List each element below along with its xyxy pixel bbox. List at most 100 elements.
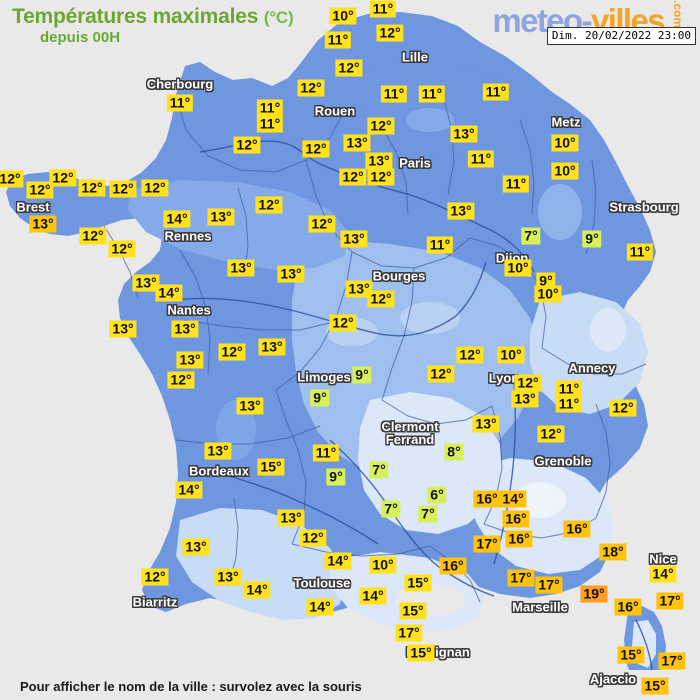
temperature-chip[interactable]: 11° xyxy=(256,99,284,117)
temperature-chip[interactable]: 16° xyxy=(614,598,642,616)
temperature-chip[interactable]: 11° xyxy=(312,444,340,462)
temperature-chip[interactable]: 13° xyxy=(227,259,255,277)
temperature-chip[interactable]: 15° xyxy=(404,574,432,592)
temperature-chip[interactable]: 9° xyxy=(352,366,372,384)
temperature-chip[interactable]: 14° xyxy=(359,587,387,605)
temperature-chip[interactable]: 6° xyxy=(427,486,447,504)
temperature-chip[interactable]: 13° xyxy=(277,509,305,527)
temperature-chip[interactable]: 10° xyxy=(369,556,397,574)
temperature-chip[interactable]: 11° xyxy=(380,85,408,103)
temperature-chip[interactable]: 13° xyxy=(447,202,475,220)
temperature-chip[interactable]: 11° xyxy=(626,243,654,261)
temperature-chip[interactable]: 11° xyxy=(426,236,454,254)
temperature-chip[interactable]: 12° xyxy=(141,179,169,197)
temperature-chip[interactable]: 14° xyxy=(175,481,203,499)
temperature-chip[interactable]: 18° xyxy=(599,543,627,561)
temperature-chip[interactable]: 8° xyxy=(444,443,464,461)
temperature-chip[interactable]: 17° xyxy=(535,576,563,594)
temperature-chip[interactable]: 16° xyxy=(439,557,467,575)
temperature-chip[interactable]: 12° xyxy=(367,168,395,186)
temperature-chip[interactable]: 9° xyxy=(310,389,330,407)
temperature-chip[interactable]: 11° xyxy=(467,150,495,168)
temperature-chip[interactable]: 11° xyxy=(482,83,510,101)
temperature-chip[interactable]: 13° xyxy=(343,134,371,152)
temperature-chip[interactable]: 10° xyxy=(504,259,532,277)
temperature-chip[interactable]: 12° xyxy=(299,529,327,547)
temperature-chip[interactable]: 12° xyxy=(218,343,246,361)
temperature-chip[interactable]: 12° xyxy=(108,240,136,258)
temperature-chip[interactable]: 13° xyxy=(29,215,57,233)
temperature-chip[interactable]: 11° xyxy=(324,31,352,49)
temperature-chip[interactable]: 15° xyxy=(641,677,669,695)
temperature-chip[interactable]: 16° xyxy=(502,510,530,528)
temperature-chip[interactable]: 17° xyxy=(507,569,535,587)
temperature-chip[interactable]: 12° xyxy=(167,371,195,389)
temperature-chip[interactable]: 12° xyxy=(141,568,169,586)
temperature-chip[interactable]: 15° xyxy=(399,602,427,620)
temperature-chip[interactable]: 13° xyxy=(345,280,373,298)
temperature-chip[interactable]: 13° xyxy=(109,320,137,338)
temperature-chip[interactable]: 12° xyxy=(302,140,330,158)
temperature-chip[interactable]: 13° xyxy=(214,568,242,586)
temperature-chip[interactable]: 17° xyxy=(473,535,501,553)
temperature-chip[interactable]: 11° xyxy=(555,395,583,413)
temperature-chip[interactable]: 12° xyxy=(335,59,363,77)
temperature-chip[interactable]: 12° xyxy=(376,24,404,42)
temperature-chip[interactable]: 12° xyxy=(367,117,395,135)
temperature-chip[interactable]: 7° xyxy=(381,500,401,518)
temperature-chip[interactable]: 14° xyxy=(306,598,334,616)
temperature-chip[interactable]: 13° xyxy=(277,265,305,283)
temperature-chip[interactable]: 16° xyxy=(563,520,591,538)
temperature-chip[interactable]: 12° xyxy=(255,196,283,214)
temperature-chip[interactable]: 13° xyxy=(176,351,204,369)
temperature-chip[interactable]: 12° xyxy=(308,215,336,233)
temperature-chip[interactable]: 12° xyxy=(609,399,637,417)
temperature-chip[interactable]: 14° xyxy=(155,284,183,302)
temperature-chip[interactable]: 7° xyxy=(521,227,541,245)
temperature-chip[interactable]: 9° xyxy=(536,272,556,290)
temperature-chip[interactable]: 12° xyxy=(339,168,367,186)
temperature-chip[interactable]: 12° xyxy=(109,180,137,198)
temperature-chip[interactable]: 13° xyxy=(511,390,539,408)
temperature-chip[interactable]: 7° xyxy=(418,505,438,523)
temperature-chip[interactable]: 13° xyxy=(236,397,264,415)
temperature-chip[interactable]: 10° xyxy=(551,134,579,152)
temperature-chip[interactable]: 13° xyxy=(365,152,393,170)
temperature-chip[interactable]: 13° xyxy=(132,274,160,292)
temperature-chip[interactable]: 13° xyxy=(171,320,199,338)
temperature-chip[interactable]: 14° xyxy=(243,581,271,599)
temperature-chip[interactable]: 14° xyxy=(649,565,677,583)
temperature-chip[interactable]: 12° xyxy=(456,346,484,364)
temperature-chip[interactable]: 17° xyxy=(656,592,684,610)
temperature-chip[interactable]: 12° xyxy=(233,136,261,154)
temperature-chip[interactable]: 12° xyxy=(537,425,565,443)
temperature-chip[interactable]: 12° xyxy=(367,290,395,308)
france-temperature-map[interactable] xyxy=(0,0,700,670)
temperature-chip[interactable]: 13° xyxy=(258,338,286,356)
temperature-chip[interactable]: 11° xyxy=(256,115,284,133)
temperature-chip[interactable]: 11° xyxy=(369,0,397,18)
temperature-chip[interactable]: 12° xyxy=(49,169,77,187)
temperature-chip[interactable]: 10° xyxy=(551,162,579,180)
temperature-chip[interactable]: 11° xyxy=(166,94,194,112)
temperature-chip[interactable]: 9° xyxy=(582,230,602,248)
temperature-chip[interactable]: 13° xyxy=(450,125,478,143)
temperature-chip[interactable]: 10° xyxy=(497,346,525,364)
temperature-chip[interactable]: 19° xyxy=(580,585,608,603)
temperature-chip[interactable]: 13° xyxy=(204,442,232,460)
temperature-chip[interactable]: 14° xyxy=(499,490,527,508)
temperature-chip[interactable]: 13° xyxy=(207,208,235,226)
temperature-chip[interactable]: 16° xyxy=(473,490,501,508)
temperature-chip[interactable]: 15° xyxy=(617,646,645,664)
temperature-chip[interactable]: 12° xyxy=(79,227,107,245)
temperature-chip[interactable]: 14° xyxy=(324,552,352,570)
temperature-chip[interactable]: 17° xyxy=(658,652,686,670)
temperature-chip[interactable]: 7° xyxy=(369,461,389,479)
temperature-chip[interactable]: 10° xyxy=(534,285,562,303)
temperature-chip[interactable]: 11° xyxy=(555,380,583,398)
temperature-chip[interactable]: 11° xyxy=(502,175,530,193)
temperature-chip[interactable]: 12° xyxy=(297,79,325,97)
temperature-chip[interactable]: 10° xyxy=(329,7,357,25)
temperature-chip[interactable]: 15° xyxy=(407,644,435,662)
temperature-chip[interactable]: 12° xyxy=(26,181,54,199)
